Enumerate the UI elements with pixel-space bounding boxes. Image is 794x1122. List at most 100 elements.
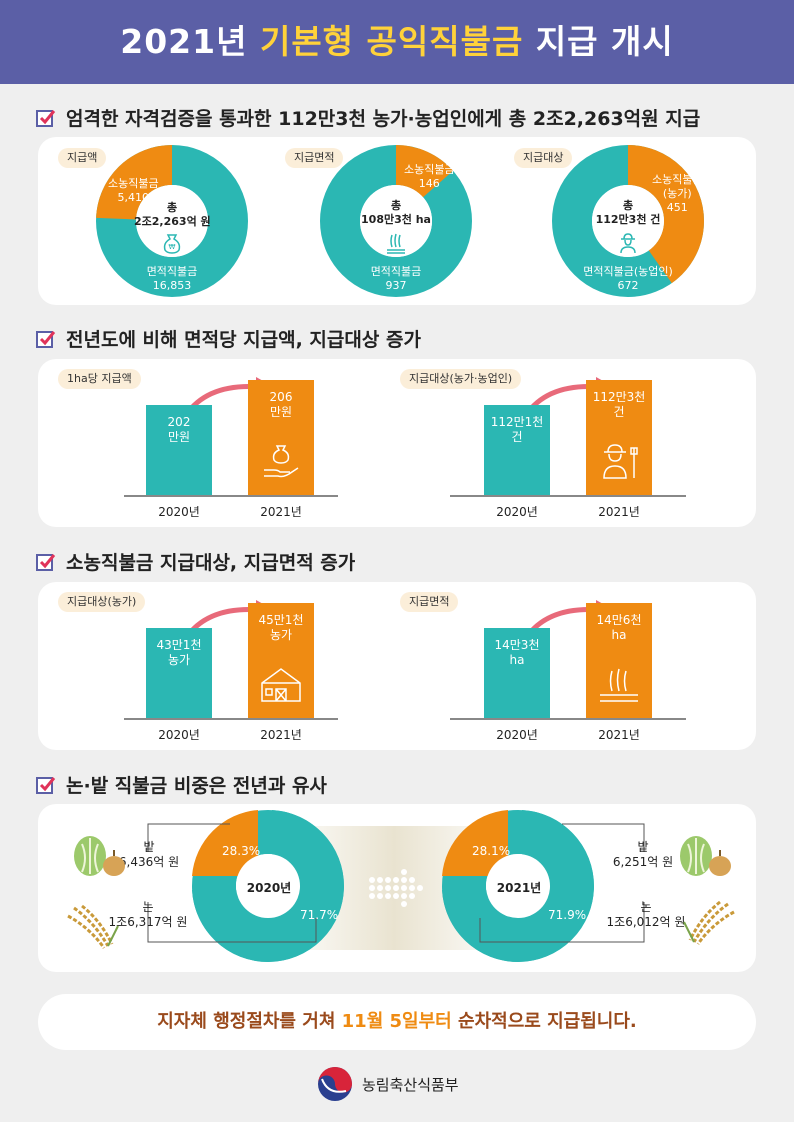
s3-group1-year-2020: 2020년 [158,728,200,742]
s2-group1-bar-2020: 202 만원 [146,405,212,495]
s3-group2-year-2020: 2020년 [496,728,538,742]
s2-group2-bar-2020-l1: 112만1천 [490,415,544,429]
section3-heading: 소농직불금 지급대상, 지급면적 증가 [36,548,355,575]
s3-group2-bar-2020: 14만3천 ha [484,628,550,718]
s3-group1-bar-2021: 45만1천 농가 [248,603,314,718]
rice-field-icon [387,233,405,254]
rice-plant-icon [67,904,119,949]
s2-group2-year-2020: 2020년 [496,505,538,519]
label-2020-bat-value: 6,436억 원 [118,855,180,869]
footer-part1: 지자체 행정절차를 거쳐 [157,1011,342,1032]
label-2021-non-value: 1조6,012억 원 [606,915,686,929]
checkbox-icon [36,776,56,794]
s2-group2-bar-2020: 112만1천 건 [484,405,550,495]
title-highlight: 기본형 공익직불금 [259,22,524,61]
label-2021-non-name: 논 [640,900,652,914]
s2-group2-bar-2021-l2: 건 [613,405,625,419]
label-2021-bat: 밭 6,251억 원 [598,840,688,870]
s2-group2-bar-2020-l2: 건 [511,430,523,444]
footer-part3: 순차적으로 지급됩니다. [451,1011,637,1032]
s2-group2-year-2021: 2021년 [598,505,640,519]
ministry-logo: 농림축산식품부 [316,1064,459,1104]
s2-group1-bar-2021: 206 만원 [248,380,314,495]
chart3-pill: 지급대상 [514,148,573,168]
section2-heading: 전년도에 비해 면적당 지급액, 지급대상 증가 [36,325,421,352]
chart2-small-label: 소농직불금 [404,163,455,176]
chart1-small-label: 소농직불금 [108,177,159,190]
section1-card: 지급액 소농직불금 5,410 총 2조2,263억 원 ₩ 면적직불금 16,853… [38,137,756,305]
chart3-large-label: 면적직불금(농업인) [583,265,673,278]
label-2021-bat-name: 밭 [637,840,649,854]
checkbox-icon [36,330,56,348]
donut-2021-year: 2021년 [496,881,542,895]
s2-group1-baseline [124,495,338,497]
chart3-large-value: 672 [617,279,639,292]
donut-area: 소농직불금 146 총 108만3천 ha 면적직불금 937 [320,145,472,297]
checkbox-icon [36,109,56,127]
title-part3: 지급 개시 [523,22,674,61]
section1-heading-text: 엄격한 자격검증을 통과한 112만3천 농가·농업인에게 총 2조2,263억… [66,108,701,130]
label-2020-non-value: 1조6,317억 원 [108,915,188,929]
cabbage-onion-icon [74,836,125,876]
barn-icon [261,668,301,702]
s2-group1-pill: 1ha당 지급액 [58,369,141,389]
chart2-center-l1: 총 [390,199,402,212]
donut-recipients: 소농직불금 (농가) 451 총 112만3천 건 면적직불금(농업인) 672 [552,145,704,297]
s3-group2-bar-2020-l1: 14만3천 [494,638,540,652]
s3-group1-year-2021: 2021년 [260,728,302,742]
s2-group1-year-2021: 2021년 [260,505,302,519]
s3-group2-bar-2021: 14만6천 ha [586,603,652,718]
page-title: 2021년 기본형 공익직불금 지급 개시 [0,0,794,84]
label-2021-non: 논 1조6,012억 원 [594,900,698,930]
s2-group2-bar-2021: 112만3천 건 [586,380,652,495]
money-hand-icon [264,445,299,478]
chart1-center-l1: 총 [166,201,178,214]
money-bag-icon: ₩ [163,234,181,254]
s2-group1-bar-2021-l2: 만원 [269,405,293,419]
chart1-large-value: 16,853 [152,279,192,292]
ministry-name: 농림축산식품부 [362,1075,459,1094]
section4-card: 28.3% 71.7% 2020년 밭 6,436억 원 논 1조6,317억 원 … [38,804,756,972]
pct-2021-bat: 28.1% [472,844,511,858]
s3-group1-bar-2021-l1: 45만1천 [258,613,304,627]
s3-group1-baseline [124,718,338,720]
s2-group2-baseline [450,495,686,497]
chart3-small-label2: (농가) [662,187,692,200]
s3-group2-bar-2021-l1: 14만6천 [596,613,642,627]
section2-card: 1ha당 지급액 202 만원 206 만원 2020년 2021년 지급대상(농가… [38,359,756,527]
chart1-large-label: 면적직불금 [146,265,198,278]
label-2020-non-name: 논 [142,900,154,914]
section4-heading: 논·밭 직불금 비중은 전년과 유사 [36,771,327,798]
s3-group2-baseline [450,718,686,720]
s3-group1-bar-2021-l2: 농가 [269,628,293,642]
pct-2020-bat: 28.3% [222,844,261,858]
bracket-2020 [147,823,317,943]
chart2-large-label: 면적직불금 [370,265,422,278]
taegeuk-emblem-icon [318,1067,352,1101]
chart1-pill: 지급액 [58,148,107,168]
chart1-center-l2: 2조2,263억 원 [134,215,211,228]
title-part1: 2021년 [120,22,260,61]
chart3-center-l2: 112만3천 건 [595,213,661,226]
s3-group1-pill: 지급대상(농가) [58,592,146,612]
chart2-large-value: 937 [385,279,407,292]
s3-group1-bar-2020: 43만1천 농가 [146,628,212,718]
s3-group2-pill: 지급면적 [400,592,459,612]
chart2-center-l2: 108만3천 ha [361,213,431,226]
chart3-center-l1: 총 [622,199,634,212]
label-2020-non: 논 1조6,317억 원 [96,900,200,930]
svg-text:₩: ₩ [169,243,176,251]
section3-heading-text: 소농직불금 지급대상, 지급면적 증가 [66,552,356,574]
rice-field-icon [600,668,638,702]
farmer-icon [620,233,636,254]
s2-group2-bar-2021-l1: 112만3천 [592,390,646,404]
footer-date-highlight: 11월 5일부터 [341,1011,452,1032]
chart1-small-value: 5,410 [117,191,150,204]
dotted-arrow-icon [369,869,423,907]
label-2020-bat: 밭 6,436억 원 [104,840,194,870]
section3-card: 지급대상(농가) 43만1천 농가 45만1천 농가 2020년 2021년 지급면… [38,582,756,750]
bracket-2021 [479,823,645,943]
s2-group1-bar-2020-l1: 202 [167,415,191,429]
section1-heading: 엄격한 자격검증을 통과한 112만3천 농가·농업인에게 총 2조2,263억… [36,104,700,131]
payment-schedule-notice: 지자체 행정절차를 거쳐 11월 5일부터 순차적으로 지급됩니다. [38,994,756,1050]
